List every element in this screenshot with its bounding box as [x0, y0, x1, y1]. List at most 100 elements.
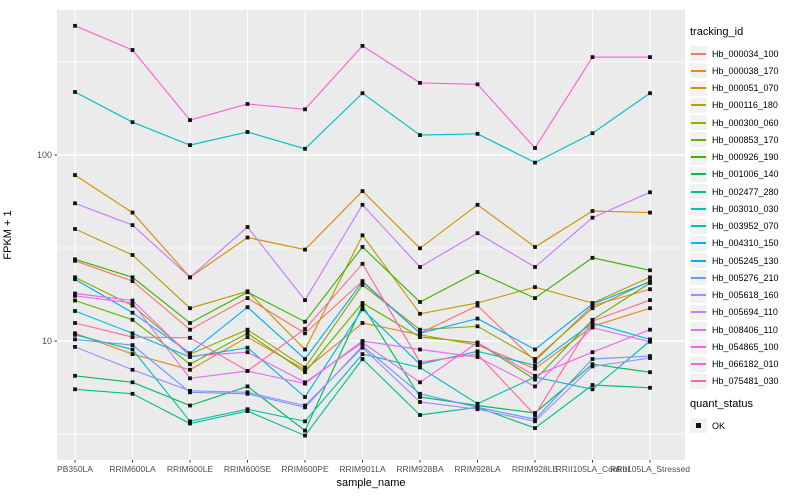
point-marker [648, 287, 652, 292]
legend-item-label: Hb_000116_180 [712, 100, 778, 111]
panel-background [57, 10, 685, 460]
point-marker [130, 331, 135, 336]
point-marker [188, 275, 192, 280]
point-marker [648, 91, 652, 96]
legend-item: Hb_005618_160 [690, 287, 798, 304]
point-marker [245, 225, 250, 229]
point-marker [73, 345, 77, 349]
point-marker [590, 255, 595, 260]
legend-key-swatch [690, 132, 707, 148]
point-marker [245, 350, 250, 355]
point-marker [130, 343, 135, 347]
point-marker [188, 354, 192, 358]
point-marker [648, 275, 652, 280]
point-marker [648, 385, 652, 390]
point-marker [533, 245, 537, 249]
legend-title: tracking_id [690, 26, 744, 38]
point-marker [475, 131, 480, 136]
point-marker [130, 303, 135, 308]
point-marker [590, 319, 595, 323]
point-marker [475, 407, 480, 412]
point-marker [73, 298, 77, 303]
point-marker [418, 331, 422, 336]
black-square-marker-icon [696, 423, 701, 429]
point-marker [245, 345, 250, 350]
legend-key-swatch [690, 270, 707, 286]
x-tick-label: RRIM928BA [396, 464, 444, 474]
legend-item: Hb_000051_070 [690, 80, 798, 97]
point-marker [475, 401, 480, 406]
point-marker [360, 261, 365, 266]
legend-item-label: OK [712, 420, 726, 431]
point-marker [418, 246, 422, 251]
legend-key-swatch [690, 356, 707, 372]
legend-item: Hb_000116_180 [690, 97, 798, 114]
point-marker [130, 253, 135, 257]
point-marker [245, 369, 250, 373]
point-marker [130, 352, 135, 356]
point-marker [648, 327, 652, 332]
point-marker [475, 343, 480, 347]
point-marker [533, 417, 537, 422]
x-tick-label: RRII105LA_Control [555, 464, 630, 474]
point-marker [418, 347, 422, 352]
legend-item-label: Hb_000034_100 [712, 48, 779, 59]
legend-color-line [691, 207, 706, 210]
legend-item-label: Hb_005276_210 [712, 272, 779, 283]
legend-item: Hb_002477_280 [690, 183, 798, 200]
point-marker [418, 365, 422, 370]
point-marker [360, 301, 365, 305]
point-marker [418, 413, 422, 417]
legend-key-swatch [690, 235, 707, 251]
legend-item: Hb_005276_210 [690, 269, 798, 286]
point-marker [533, 160, 537, 165]
point-marker [245, 335, 250, 339]
legend-color-line [691, 156, 706, 159]
point-marker [475, 340, 480, 345]
point-marker [533, 285, 537, 289]
point-marker [475, 316, 480, 321]
point-marker [130, 120, 135, 125]
point-marker [245, 235, 250, 240]
legend-item: Hb_005245_130 [690, 252, 798, 269]
point-marker [73, 277, 77, 282]
point-marker [475, 355, 480, 359]
point-marker [533, 366, 537, 371]
point-marker [590, 383, 595, 387]
point-marker [303, 403, 307, 408]
point-marker [590, 306, 595, 311]
point-marker [245, 409, 250, 413]
legend-color-line [691, 69, 706, 72]
legend-color-line [691, 190, 706, 193]
legend-item: Hb_000038_170 [690, 62, 798, 79]
point-marker [73, 90, 77, 94]
legend-item-label: Hb_005618_160 [712, 290, 779, 301]
y-tick-label-10: 10 [41, 335, 52, 346]
point-marker [303, 146, 307, 151]
y-tick-label-100: 100 [36, 149, 52, 160]
legend-color-line [691, 87, 706, 90]
point-marker [360, 283, 365, 287]
legend-key-swatch [690, 339, 707, 355]
legend-item: Hb_003952_070 [690, 218, 798, 235]
point-marker [303, 428, 307, 433]
point-marker [648, 190, 652, 195]
point-marker [188, 351, 192, 356]
legend-color-line [691, 311, 706, 314]
point-marker [303, 357, 307, 361]
point-marker [73, 23, 77, 28]
legend2-title: quant_status [690, 398, 753, 410]
point-marker [303, 395, 307, 399]
point-marker [475, 352, 480, 356]
legend-item: Hb_008406_110 [690, 321, 798, 338]
point-marker [590, 350, 595, 355]
point-marker [533, 359, 537, 363]
point-marker [188, 419, 192, 424]
point-marker [475, 270, 480, 274]
point-marker [188, 118, 192, 122]
legend-item-label: Hb_001006_140 [712, 169, 779, 180]
legend-item-label: Hb_005694_110 [712, 307, 778, 318]
point-marker [130, 367, 135, 372]
legend-color-line [691, 294, 706, 297]
point-marker [648, 370, 652, 375]
